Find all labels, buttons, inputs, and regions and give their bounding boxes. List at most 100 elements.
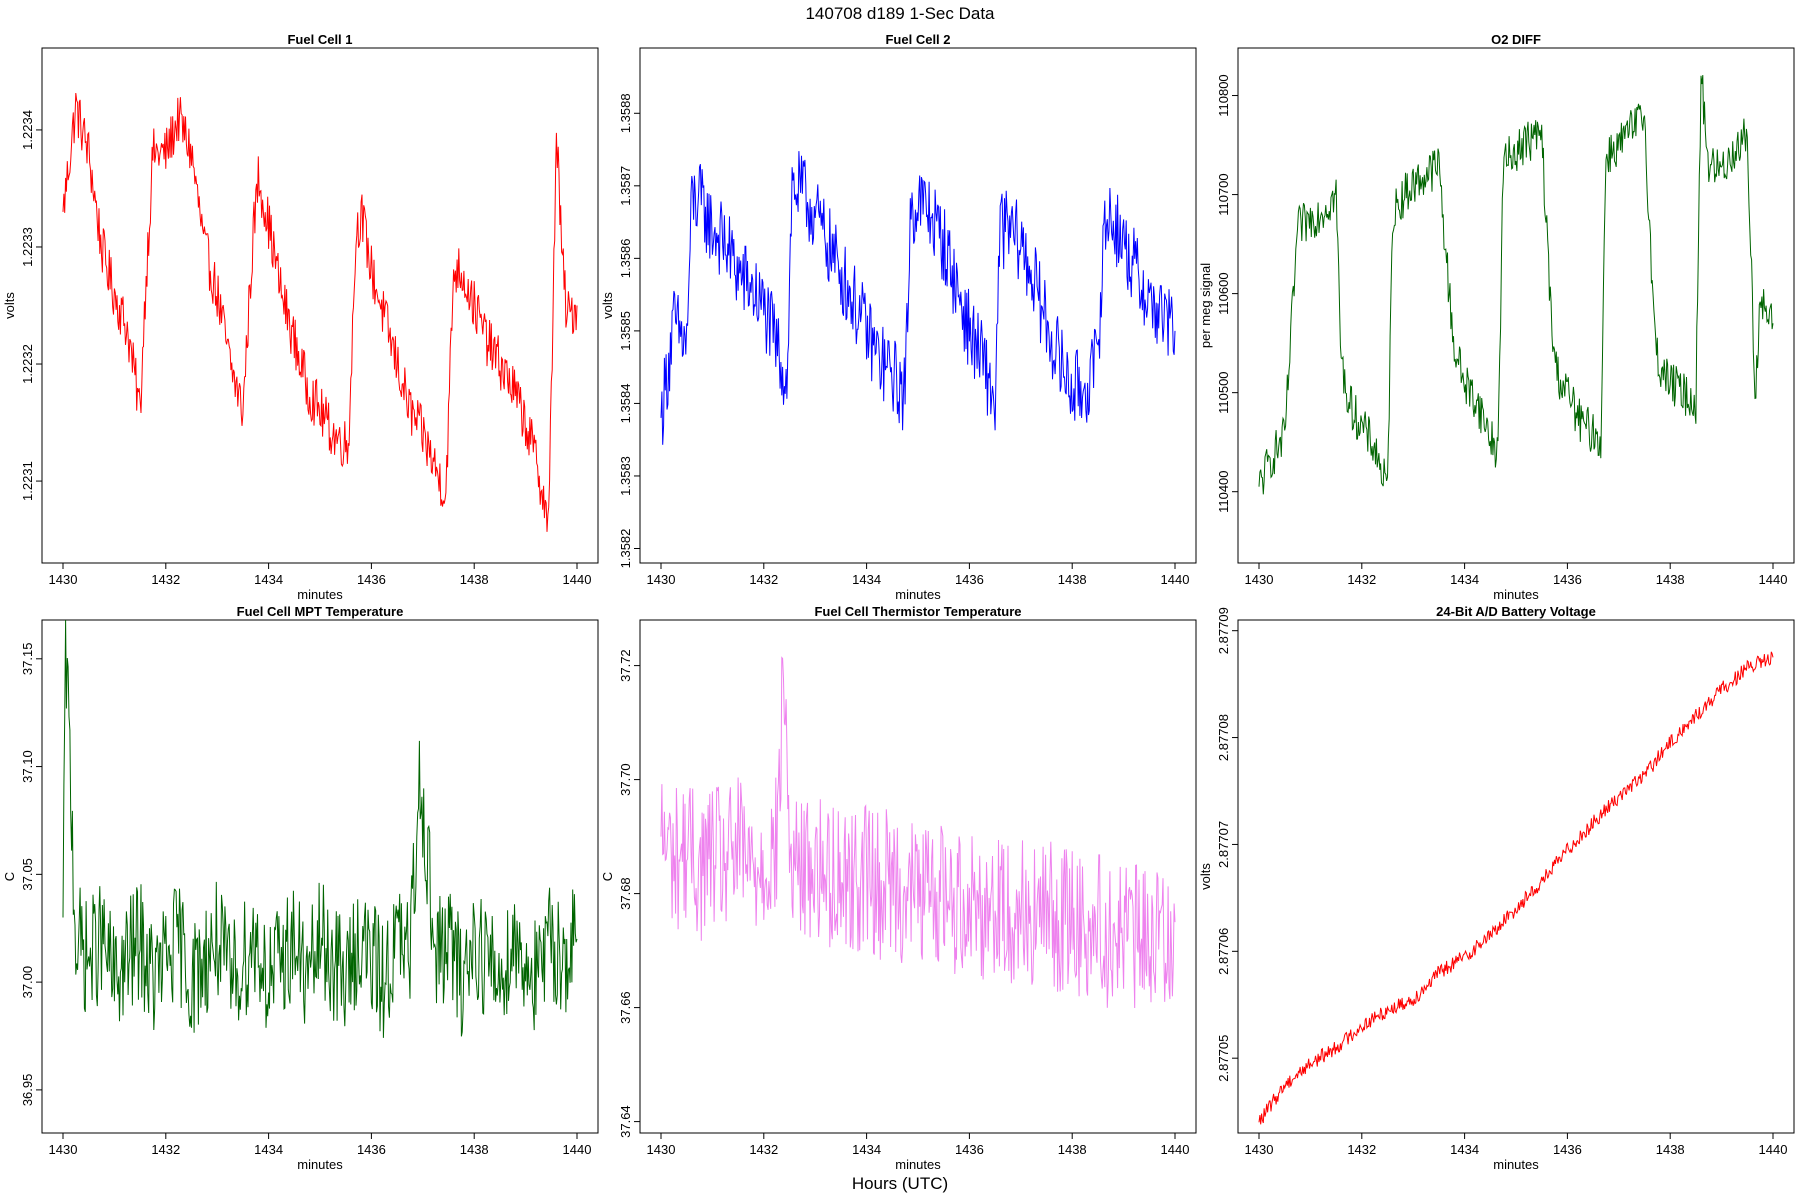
y-tick-label: 2.87709	[1216, 607, 1231, 654]
series-line	[1258, 651, 1774, 1125]
y-tick-label: 1.3584	[618, 384, 633, 424]
x-tick-label: 1432	[151, 572, 180, 587]
y-tick-label: 37.15	[20, 643, 35, 676]
y-tick-label: 1.3586	[618, 238, 633, 278]
y-tick-label: 110500	[1216, 371, 1231, 413]
y-tick-label: 110800	[1216, 74, 1231, 116]
panel-title: Fuel Cell 1	[287, 32, 352, 47]
panels-container: Fuel Cell 1 1430 1432 1434 1436 1438 1440 minut…	[2, 32, 1795, 1172]
chart-panel: Fuel Cell Thermistor Temperature 1430 1432…	[600, 604, 1197, 1172]
x-tick-label: 1436	[357, 1142, 386, 1157]
series-line	[62, 92, 578, 532]
y-tick-label: 1.2233	[20, 227, 35, 267]
x-tick-label: 1430	[49, 1142, 78, 1157]
series-line	[660, 151, 1176, 445]
y-axis-label: C	[600, 872, 615, 881]
y-tick-label: 37.05	[20, 858, 35, 891]
x-tick-label: 1432	[151, 1142, 180, 1157]
x-tick-label: 1438	[1058, 1142, 1087, 1157]
y-axis-label: per meg signal	[1198, 263, 1213, 348]
x-axis-label: minutes	[297, 1157, 343, 1172]
y-axis-label: volts	[2, 292, 17, 319]
y-tick-label: 37.66	[618, 991, 633, 1024]
x-axis-label: minutes	[1493, 1157, 1539, 1172]
y-tick-label: 2.87706	[1216, 928, 1231, 975]
x-tick-label: 1434	[852, 1142, 881, 1157]
x-tick-label: 1430	[647, 1142, 676, 1157]
x-tick-label: 1434	[1450, 572, 1479, 587]
x-axis-label: minutes	[895, 587, 941, 602]
x-tick-label: 1440	[1161, 572, 1190, 587]
x-tick-label: 1434	[1450, 1142, 1479, 1157]
y-tick-label: 1.2231	[20, 461, 35, 501]
plot-frame	[41, 619, 599, 1134]
y-tick-label: 1.3587	[618, 166, 633, 206]
x-tick-label: 1438	[1058, 572, 1087, 587]
figure-xlabel: Hours (UTC)	[852, 1174, 948, 1193]
x-tick-label: 1436	[1553, 572, 1582, 587]
panel-title: O2 DIFF	[1491, 32, 1541, 47]
y-tick-label: 36.95	[20, 1074, 35, 1107]
y-tick-label: 2.87707	[1216, 821, 1231, 868]
x-tick-label: 1430	[1245, 572, 1274, 587]
x-axis-label: minutes	[895, 1157, 941, 1172]
y-axis-label: volts	[1198, 863, 1213, 890]
x-tick-label: 1438	[1656, 1142, 1685, 1157]
x-tick-label: 1432	[1347, 1142, 1376, 1157]
plot-frame	[41, 47, 599, 564]
y-axis-label: C	[2, 872, 17, 881]
chart-panel: 24-Bit A/D Battery Voltage 1430 1432 1434 14…	[1198, 604, 1795, 1172]
series-line	[62, 619, 578, 1038]
x-tick-label: 1434	[254, 1142, 283, 1157]
series-line	[660, 656, 1176, 1009]
x-tick-label: 1430	[647, 572, 676, 587]
y-tick-label: 1.3585	[618, 311, 633, 351]
x-tick-label: 1432	[749, 1142, 778, 1157]
x-tick-label: 1432	[749, 572, 778, 587]
x-axis-label: minutes	[1493, 587, 1539, 602]
panel-title: 24-Bit A/D Battery Voltage	[1436, 604, 1596, 619]
x-tick-label: 1432	[1347, 572, 1376, 587]
y-tick-label: 37.10	[20, 750, 35, 783]
x-tick-label: 1440	[1759, 1142, 1788, 1157]
panel-title: Fuel Cell 2	[885, 32, 950, 47]
chart-panel: Fuel Cell MPT Temperature 1430 1432 1434 143…	[2, 604, 599, 1172]
x-tick-label: 1434	[254, 572, 283, 587]
panel-title: Fuel Cell Thermistor Temperature	[814, 604, 1021, 619]
plot-frame	[639, 619, 1197, 1134]
plot-frame	[1237, 619, 1795, 1134]
y-tick-label: 110600	[1216, 272, 1231, 314]
y-tick-label: 37.00	[20, 966, 35, 999]
plot-frame	[1237, 47, 1795, 564]
x-axis-label: minutes	[297, 587, 343, 602]
series-line	[1258, 75, 1774, 495]
y-tick-label: 1.2232	[20, 344, 35, 384]
x-tick-label: 1438	[460, 1142, 489, 1157]
x-tick-label: 1440	[1759, 572, 1788, 587]
y-tick-label: 2.87708	[1216, 714, 1231, 761]
x-tick-label: 1436	[357, 572, 386, 587]
x-tick-label: 1434	[852, 572, 881, 587]
chart-panel: Fuel Cell 2 1430 1432 1434 1436 1438 1440 minut…	[600, 32, 1197, 602]
chart-panel: O2 DIFF 1430 1432 1434 1436 1438 1440 minutes 11…	[1198, 32, 1795, 602]
y-tick-label: 1.2234	[20, 110, 35, 150]
x-tick-label: 1436	[955, 1142, 984, 1157]
y-tick-label: 37.68	[618, 877, 633, 910]
x-tick-label: 1436	[1553, 1142, 1582, 1157]
y-tick-label: 37.64	[618, 1105, 633, 1138]
y-tick-label: 110700	[1216, 173, 1231, 215]
y-tick-label: 37.70	[618, 763, 633, 796]
plot-frame	[639, 47, 1197, 564]
x-tick-label: 1438	[1656, 572, 1685, 587]
y-tick-label: 2.87705	[1216, 1035, 1231, 1082]
panel-title: Fuel Cell MPT Temperature	[237, 604, 404, 619]
figure-title: 140708 d189 1-Sec Data	[805, 4, 995, 23]
y-axis-label: volts	[600, 292, 615, 319]
x-tick-label: 1430	[49, 572, 78, 587]
y-tick-label: 1.3588	[618, 93, 633, 133]
x-tick-label: 1440	[1161, 1142, 1190, 1157]
y-tick-label: 37.72	[618, 649, 633, 682]
x-tick-label: 1440	[563, 572, 592, 587]
x-tick-label: 1430	[1245, 1142, 1274, 1157]
